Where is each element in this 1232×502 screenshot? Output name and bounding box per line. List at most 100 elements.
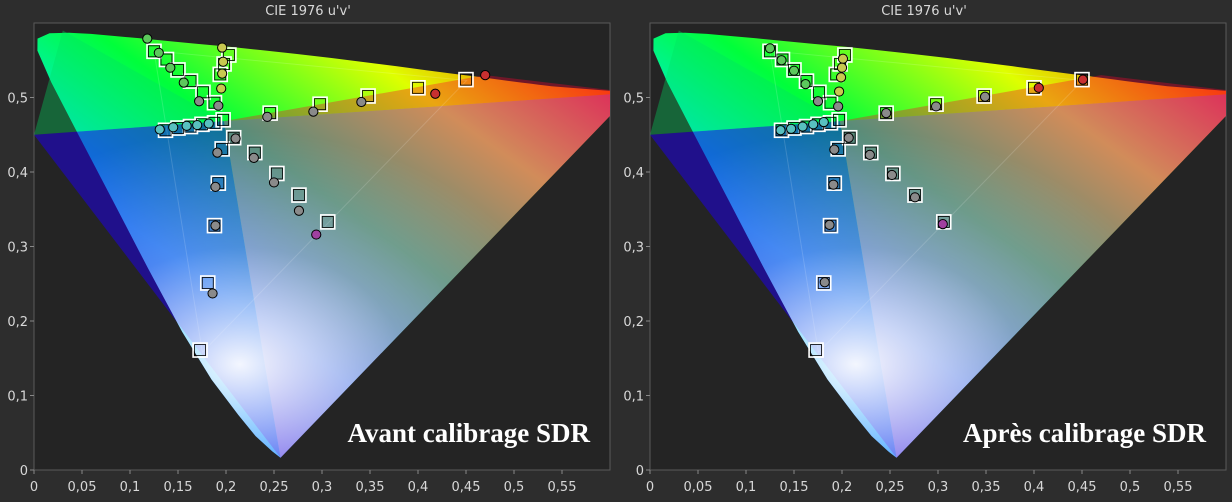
target-square [826,175,843,191]
measured-point [430,88,441,99]
y-tick-label: 0,4 [7,166,28,181]
measured-point [142,33,153,44]
target-square [206,217,223,234]
target-square-inner [880,107,893,120]
calibration-label: Après calibrage SDR [963,418,1206,448]
target-square [458,71,474,88]
measured-point [210,181,221,192]
measured-point [836,62,848,73]
measured-point [154,124,165,135]
measured-point [819,277,830,288]
x-tick-label: 0,15 [780,480,809,495]
measured-point [979,91,991,102]
x-tick-label: 0,55 [1164,480,1193,495]
measured-point [480,70,491,81]
measured-point [216,83,227,94]
target-square [225,129,242,146]
measured-point [248,152,259,163]
y-tick-label: 0,1 [623,390,644,405]
x-tick-label: 0,45 [1068,480,1097,495]
measured-point [262,111,273,122]
measured-point [886,169,898,181]
measured-point [356,96,367,108]
measured-point [153,47,164,58]
target-square [815,275,832,291]
measured-point [203,118,214,129]
target-square-inner [412,81,424,94]
measured-point [212,147,223,158]
target-square [192,342,208,358]
measured-point [1077,74,1089,85]
measured-point [808,119,819,130]
measured-point [937,219,948,230]
measured-point [268,177,280,188]
x-tick-label: 0,2 [216,480,237,495]
measured-point [837,53,849,64]
target-square-inner [293,189,305,201]
measured-point [194,96,205,107]
x-tick-label: 0,15 [164,480,193,495]
target-square-inner [321,216,334,228]
target-square [319,214,336,230]
white-point-glow [37,32,610,458]
measured-point [775,125,786,136]
measured-point [217,68,228,79]
target-square [885,165,901,182]
x-tick-label: 0,55 [548,480,577,495]
target-square [199,275,216,291]
target-square [841,129,858,146]
x-tick-label: 0 [30,480,38,495]
measured-point [165,62,176,73]
y-tick-label: 0,3 [623,241,644,256]
target-square [215,112,231,128]
target-square [221,47,237,63]
target-square [360,88,376,104]
measured-point [786,123,797,134]
target-square-inner [194,344,206,356]
x-tick-label: 0,2 [832,480,853,495]
measured-point [930,101,942,112]
measured-point [218,56,229,67]
y-tick-label: 0,2 [623,315,644,330]
x-tick-label: 0,45 [452,480,481,495]
cie-chart-after: 0 0,05 0,1 0,15 0,2 0,25 0,3 0,35 0,4 0,45 0,5 0,55… [623,22,1227,495]
x-tick-label: 0,3 [928,480,949,495]
target-square [774,51,791,68]
measured-point [909,192,921,203]
target-square [1074,71,1090,88]
measured-point [181,120,192,131]
measured-point [824,219,835,230]
calibration-label: Avant calibrage SDR [348,418,591,448]
target-square [212,66,229,83]
chart-title: CIE 1976 u'v' [881,4,967,19]
measured-point [881,108,892,119]
target-square [808,342,824,358]
measured-point [210,220,221,231]
target-square [831,112,847,128]
measured-point [230,133,241,144]
measured-point [308,106,319,117]
measured-point [797,121,808,132]
target-square-inner [197,86,209,99]
chart-title: CIE 1976 u'v' [265,4,351,19]
measured-point [828,179,839,190]
y-tick-label: 0,1 [7,390,28,405]
target-square-inner [222,49,235,61]
measured-point [788,65,800,76]
target-square [878,105,894,121]
x-tick-label: 0,35 [356,480,385,495]
measured-point [192,119,203,131]
measured-point [812,96,824,107]
target-square [291,187,307,203]
measured-point [213,100,224,111]
x-tick-label: 0,4 [408,480,429,495]
measured-point [800,78,811,90]
y-tick-label: 0,5 [7,92,28,107]
target-square-inner [460,73,472,86]
x-tick-label: 0,1 [736,480,757,495]
x-tick-label: 0,25 [876,480,905,495]
x-tick-label: 0,35 [972,480,1001,495]
target-square-inner [810,344,822,356]
target-square [312,96,328,113]
y-tick-label: 0 [636,464,644,479]
